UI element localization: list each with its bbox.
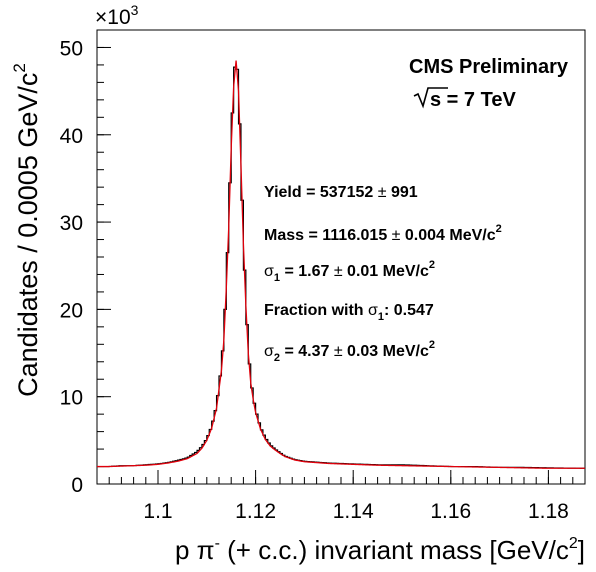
x-tick-label: 1.12 [235, 500, 276, 523]
y-tick-label: 40 [60, 125, 83, 148]
y-tick-label: 10 [60, 387, 83, 410]
svg-text:s = 7 TeV: s = 7 TeV [430, 89, 516, 111]
x-tick-label: 1.18 [528, 500, 569, 523]
x-axis-label-sup2: 2 [569, 535, 578, 552]
x-axis: 1.1 1.12 1.14 1.16 1.18 [96, 470, 586, 523]
series-layer [97, 60, 585, 469]
energy-sqrt-arg: s [430, 89, 441, 111]
y-multiplier-base: ×10 [95, 6, 131, 29]
energy-rest: = 7 TeV [441, 89, 516, 111]
x-axis-label: p π- (+ c.c.) invariant mass [GeV/c2] [175, 535, 585, 565]
y-tick-label: 0 [71, 474, 83, 497]
x-tick-label: 1.14 [333, 500, 374, 523]
energy-label: s = 7 TeV [413, 87, 516, 111]
y-tick-label: 30 [60, 212, 83, 235]
yield-text: Yield = 537152 ± 991 [264, 184, 418, 201]
fraction-text: Fraction with σ1: 0.547 [264, 302, 434, 323]
fit-curve-line [97, 60, 585, 469]
x-axis-label-main: p π [175, 535, 215, 565]
x-axis-label-end: ] [578, 535, 585, 565]
y-axis-label-sup: 2 [10, 63, 29, 72]
y-axis: 0 10 20 30 40 50 [60, 29, 111, 497]
sigma2-text: σ2 = 4.37 ± 0.03 MeV/c2 [264, 339, 435, 364]
sqrt-sign [413, 87, 448, 109]
y-tick-label: 50 [60, 37, 83, 60]
y-axis-label-main: Candidates / 0.0005 GeV/c [13, 73, 43, 397]
mass-text: Mass = 1116.015 ± 0.004 MeV/c2 [264, 223, 502, 244]
y-multiplier-exp: 3 [131, 2, 139, 18]
y-tick-label: 20 [60, 299, 83, 322]
x-tick-label: 1.16 [430, 500, 471, 523]
y-axis-label: Candidates / 0.0005 GeV/c2 [10, 63, 43, 397]
x-axis-label-sup: - [215, 535, 220, 552]
x-tick-label: 1.1 [143, 500, 172, 523]
y-multiplier: ×103 [95, 2, 139, 29]
experiment-label: CMS Preliminary [409, 56, 569, 78]
sigma1-text: σ1 = 1.67 ± 0.01 MeV/c2 [264, 259, 435, 284]
x-axis-label-rest: (+ c.c.) invariant mass [GeV/c [220, 535, 569, 565]
